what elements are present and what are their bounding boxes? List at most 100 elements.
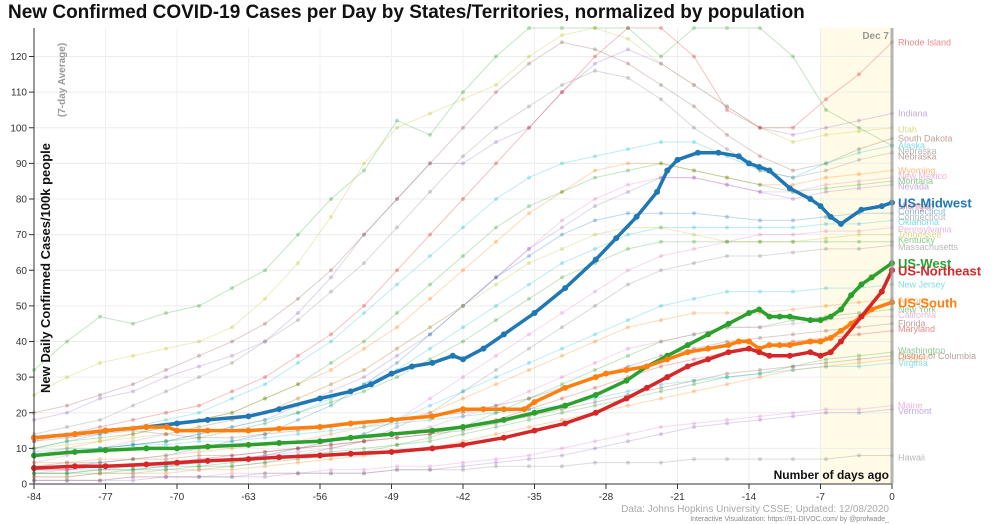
series-point[interactable]	[174, 459, 180, 466]
series-point[interactable]	[766, 352, 773, 359]
series-point[interactable]	[827, 334, 834, 341]
series-point[interactable]	[388, 416, 395, 423]
state-label[interactable]: Indiana	[898, 109, 928, 119]
series-point[interactable]	[592, 374, 599, 381]
series-line-us-northeast[interactable]	[33, 269, 894, 470]
series-point[interactable]	[807, 338, 814, 345]
series-point[interactable]	[562, 420, 569, 427]
series-point[interactable]	[623, 367, 630, 373]
state-label[interactable]: Kentucky	[898, 235, 936, 245]
series-point[interactable]	[756, 306, 763, 313]
series-point[interactable]	[460, 441, 466, 448]
series-point[interactable]	[694, 149, 701, 156]
series-point[interactable]	[276, 454, 283, 461]
series-point[interactable]	[562, 384, 569, 391]
series-point[interactable]	[276, 406, 283, 413]
state-label[interactable]: New Mexico	[898, 171, 947, 181]
series-point[interactable]	[786, 313, 793, 320]
series-point[interactable]	[408, 363, 415, 370]
series-point[interactable]	[786, 352, 793, 359]
state-label[interactable]: Utah	[898, 125, 917, 135]
series-point[interactable]	[633, 213, 640, 220]
series-point[interactable]	[388, 448, 395, 455]
series-point[interactable]	[786, 185, 793, 192]
state-label[interactable]: Virginia	[898, 358, 928, 368]
state-label[interactable]: Rhode Island	[898, 37, 951, 47]
series-point[interactable]	[684, 342, 691, 349]
series-point[interactable]	[174, 420, 180, 427]
series-point[interactable]	[868, 274, 875, 281]
series-point[interactable]	[347, 434, 354, 441]
series-point[interactable]	[705, 331, 712, 338]
series-point[interactable]	[317, 424, 323, 430]
state-label[interactable]: Nebraska	[898, 151, 937, 161]
series-point[interactable]	[766, 313, 773, 320]
series-point[interactable]	[480, 406, 487, 413]
series-point[interactable]	[878, 203, 885, 210]
series-point[interactable]	[807, 196, 814, 202]
series-point[interactable]	[735, 338, 742, 345]
series-point[interactable]	[664, 167, 671, 174]
state-label[interactable]: South Dakota	[898, 133, 953, 143]
series-point[interactable]	[245, 456, 252, 463]
series-point[interactable]	[276, 425, 283, 432]
series-point[interactable]	[174, 445, 180, 452]
series-point[interactable]	[204, 457, 211, 464]
series-point[interactable]	[429, 413, 436, 420]
series-point[interactable]	[807, 349, 814, 356]
series-point[interactable]	[347, 420, 354, 427]
series-point[interactable]	[429, 445, 436, 452]
series-point[interactable]	[317, 452, 323, 459]
series-point[interactable]	[102, 427, 109, 434]
series-point[interactable]	[623, 377, 630, 384]
series-point[interactable]	[500, 434, 507, 441]
series-point[interactable]	[143, 461, 150, 468]
series-point[interactable]	[592, 409, 599, 416]
region-label-us-south[interactable]: US-South	[898, 295, 957, 310]
series-point[interactable]	[878, 288, 885, 295]
series-point[interactable]	[388, 431, 395, 438]
series-point[interactable]	[347, 388, 354, 395]
series-point[interactable]	[521, 406, 528, 413]
series-point[interactable]	[684, 349, 691, 356]
series-point[interactable]	[705, 356, 712, 363]
state-label[interactable]: Oregon	[898, 353, 928, 363]
series-point[interactable]	[725, 342, 732, 349]
state-label[interactable]: Montana	[898, 176, 933, 186]
series-point[interactable]	[449, 352, 456, 359]
state-label[interactable]: Arizona	[898, 296, 929, 306]
series-point[interactable]	[531, 399, 538, 406]
state-label[interactable]: Maryland	[898, 324, 935, 334]
series-point[interactable]	[817, 338, 824, 345]
series-point[interactable]	[245, 441, 252, 448]
series-point[interactable]	[817, 317, 824, 324]
series-point[interactable]	[848, 292, 855, 299]
series-point[interactable]	[623, 395, 630, 402]
series-point[interactable]	[174, 427, 180, 434]
series-point[interactable]	[531, 427, 538, 434]
region-label-us-midwest[interactable]: US-Midwest	[898, 196, 972, 211]
state-label[interactable]: Alaska	[898, 141, 925, 151]
series-point[interactable]	[429, 427, 436, 434]
series-point[interactable]	[807, 317, 814, 324]
state-label[interactable]: Nevada	[898, 182, 929, 192]
series-point[interactable]	[460, 356, 466, 363]
series-point[interactable]	[858, 281, 865, 288]
state-label[interactable]: Massachusetts	[898, 242, 959, 252]
series-point[interactable]	[500, 331, 507, 338]
state-label[interactable]: Hawaii	[898, 452, 925, 462]
series-point[interactable]	[664, 356, 671, 363]
series-point[interactable]	[276, 440, 283, 447]
series-point[interactable]	[592, 391, 599, 398]
series-point[interactable]	[204, 416, 211, 423]
series-point[interactable]	[705, 345, 712, 352]
series-point[interactable]	[643, 363, 650, 370]
series-point[interactable]	[684, 363, 691, 370]
series-point[interactable]	[460, 406, 466, 413]
series-point[interactable]	[613, 235, 620, 242]
series-point[interactable]	[317, 438, 323, 445]
series-point[interactable]	[500, 406, 507, 413]
state-label[interactable]: Connecticut	[898, 206, 946, 216]
series-point[interactable]	[756, 163, 763, 170]
state-label[interactable]: Tennessee	[898, 230, 942, 240]
